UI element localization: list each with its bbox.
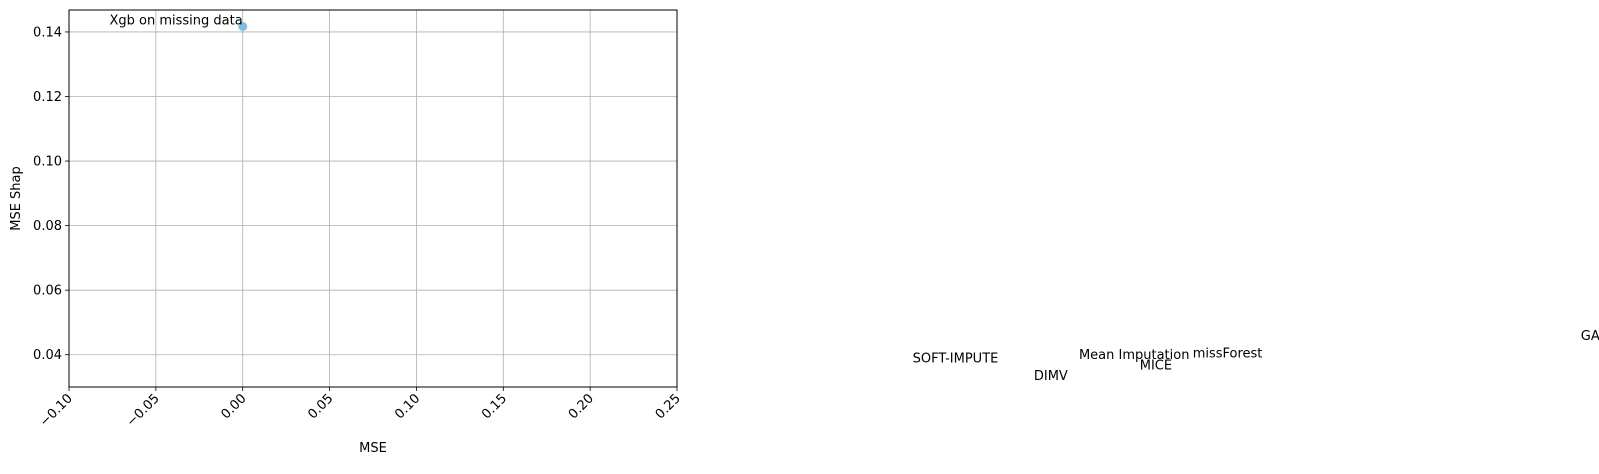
point-annotation: Mean Imputation [1079,348,1190,363]
annotations: Xgb on missing data SOFT-IMPUTE DIMV MICEMe… [109,13,1599,384]
point-annotation: DIMV [1034,369,1068,384]
y-tick-label: 0.06 [33,284,62,299]
point-annotation: missForest [1193,347,1263,362]
y-tick-label: 0.04 [33,348,62,363]
y-axis-title: MSE Shap [9,166,24,231]
y-tick-label: 0.14 [33,25,62,40]
data-points [238,21,248,31]
axes [68,9,678,388]
y-tick-label: 0.12 [33,90,62,105]
point-annotation: MICE [1140,359,1172,374]
point-annotation: GAIN [1581,329,1599,344]
data-point [238,21,248,31]
point-annotation: SOFT-IMPUTE [913,351,999,366]
y-tick-label: 0.08 [33,219,62,234]
y-tick-label: 0.10 [33,155,62,170]
x-axis-title: MSE [359,441,387,456]
plot-frame [68,9,678,388]
point-annotation: Xgb on missing data [109,13,242,28]
